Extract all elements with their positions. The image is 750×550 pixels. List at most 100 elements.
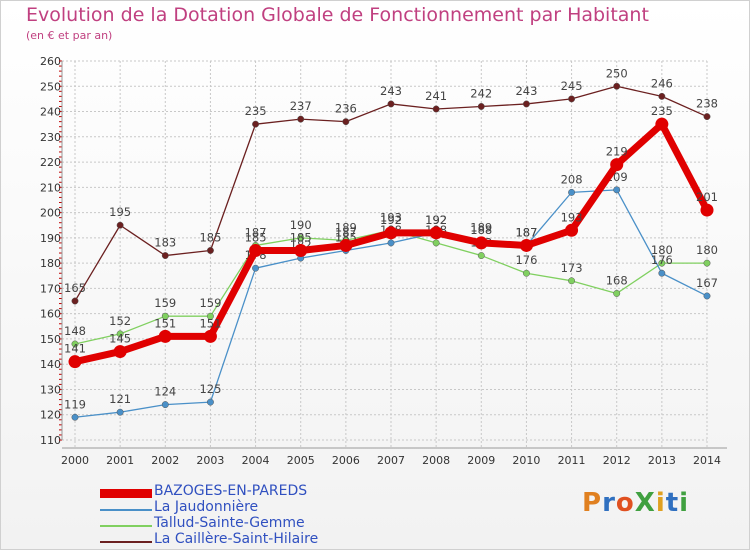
data-label: 180 [696,243,718,257]
data-label: 190 [290,218,312,232]
data-label: 235 [245,104,267,118]
data-label: 125 [199,382,221,396]
x-tick-label: 2005 [287,454,315,467]
data-point [565,223,579,237]
data-label: 168 [606,273,628,287]
data-label: 192 [425,213,447,227]
y-tick-label: 240 [40,106,61,119]
x-tick-label: 2014 [693,454,721,467]
data-label: 188 [470,223,492,237]
data-label: 121 [109,392,131,406]
proxiti-logo: ProXiti [582,488,689,518]
data-point [613,186,621,194]
chart-subtitle: (en € et par an) [26,29,113,42]
x-tick-label: 2006 [332,454,360,467]
data-label: 235 [651,104,673,118]
data-label: 159 [199,296,221,310]
data-label: 185 [245,231,267,245]
data-point [297,115,305,123]
data-label: 238 [696,97,718,111]
data-point [703,292,711,300]
data-point [342,118,350,126]
data-label: 241 [425,89,447,103]
data-point [116,408,124,416]
data-point [658,92,666,100]
data-label: 250 [606,66,628,80]
data-label: 195 [109,205,131,219]
data-point [71,340,79,348]
data-label: 193 [380,210,402,224]
data-point [522,269,530,277]
data-label: 119 [64,397,86,411]
data-label: 236 [335,102,357,116]
data-label: 245 [561,79,583,93]
data-point [568,277,576,285]
data-point [116,330,124,338]
data-label: 189 [470,220,492,234]
data-label: 187 [335,225,357,239]
data-label: 237 [290,99,312,113]
data-label: 185 [290,231,312,245]
y-tick-label: 210 [40,181,61,194]
x-tick-label: 2004 [242,454,270,467]
y-tick-label: 120 [40,409,61,422]
data-point [658,269,666,277]
logo-letter: i [655,488,666,518]
data-point [68,355,82,369]
data-point [522,100,530,108]
data-point [610,158,624,172]
data-label: 243 [515,84,537,98]
legend-swatch [100,541,152,543]
data-point [297,234,305,242]
y-tick-label: 110 [40,434,61,447]
data-point [703,259,711,267]
data-point [477,252,485,260]
data-point [700,203,714,217]
logo-letter: t [665,488,680,518]
legend-swatch [100,509,152,511]
data-label: 189 [335,220,357,234]
x-tick-label: 2002 [151,454,179,467]
y-tick-label: 250 [40,80,61,93]
data-point [206,398,214,406]
data-label: 167 [696,276,718,290]
data-label: 187 [515,225,537,239]
data-point [613,290,621,297]
data-point [161,401,169,409]
data-label: 187 [245,225,267,239]
y-tick-label: 190 [40,232,61,245]
y-tick-label: 160 [40,308,61,321]
data-point [703,113,711,121]
y-tick-label: 220 [40,156,61,169]
data-point [252,120,260,128]
data-point [294,244,308,257]
data-label: 219 [606,145,628,159]
data-label: 185 [199,231,221,245]
data-label: 180 [651,243,673,257]
y-tick-label: 140 [40,358,61,371]
data-label: 165 [64,281,86,295]
data-label: 192 [425,213,447,227]
legend-label: BAZOGES-EN-PAREDS [154,483,308,499]
x-tick-label: 2012 [603,454,631,467]
data-point [429,226,443,240]
data-point [477,103,485,110]
data-point [387,239,395,247]
data-label: 193 [561,210,583,224]
data-point [658,259,666,267]
data-point [568,95,576,103]
data-label: 243 [380,84,402,98]
y-tick-label: 230 [40,131,61,144]
data-point [474,236,488,250]
x-tick-label: 2009 [467,454,495,467]
x-tick-label: 2011 [558,454,586,467]
x-tick-label: 2003 [196,454,224,467]
data-label: 148 [64,324,86,338]
logo-letter: r [602,488,616,518]
data-point [158,329,172,343]
y-tick-label: 180 [40,257,61,270]
y-tick-label: 200 [40,207,61,220]
data-label: 242 [470,86,492,100]
data-label: 151 [154,316,176,330]
